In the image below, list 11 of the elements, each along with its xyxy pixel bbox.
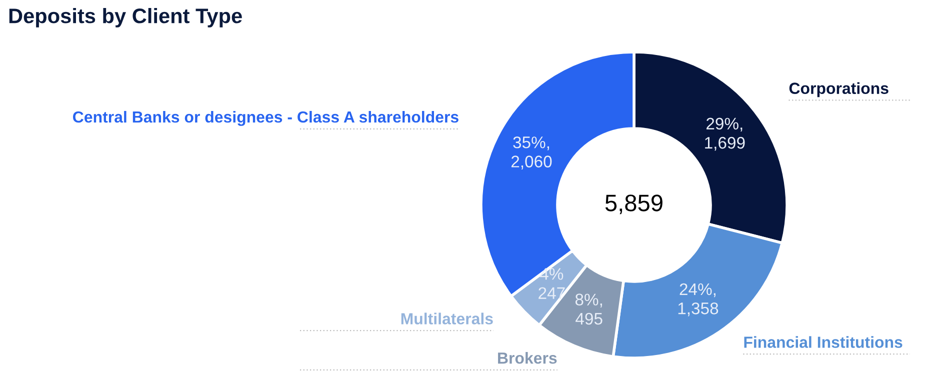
text: 5,859 xyxy=(605,194,662,214)
slice-label: Corporations xyxy=(789,82,888,98)
slice-label: Central Banks or designees - Class A shareholders xyxy=(73,110,458,126)
data-label: 29%, 1,699 xyxy=(705,118,745,151)
slice-label: Financial Institutions xyxy=(744,336,902,348)
data-label: 8%, 495 xyxy=(575,294,602,325)
slice-label: Brokers xyxy=(498,352,557,364)
chart-title: Deposits by Client Type xyxy=(9,8,242,28)
data-label: 35%, 2,060 xyxy=(511,136,552,170)
slice-label: Multilaterals xyxy=(401,312,493,324)
data-label: 24%, 1,358 xyxy=(678,283,718,316)
